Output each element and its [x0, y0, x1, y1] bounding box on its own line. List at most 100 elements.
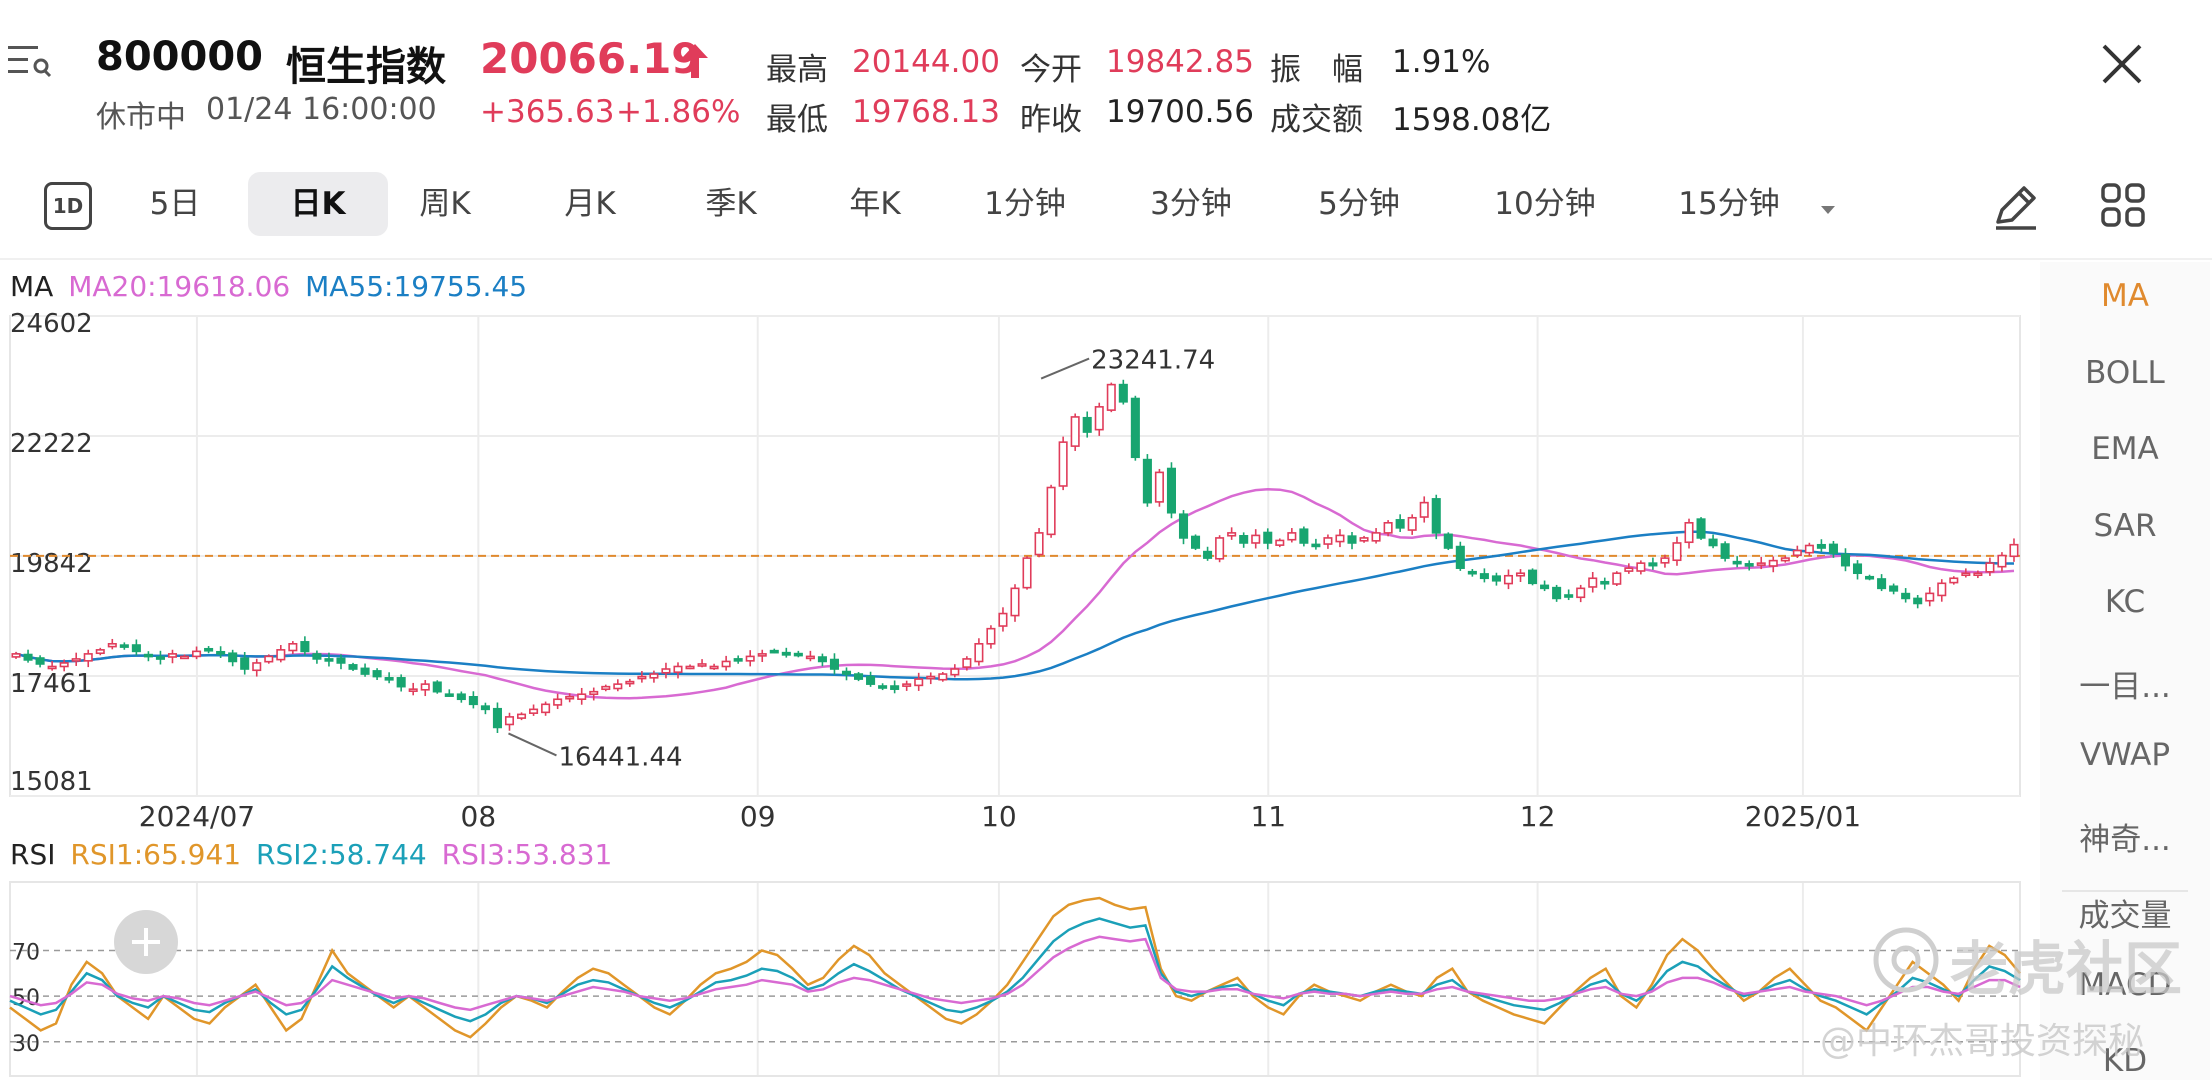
candle-body	[1455, 545, 1465, 569]
candle-body	[1154, 471, 1164, 503]
market-status: 休市中	[96, 100, 186, 135]
tab-period[interactable]: 日K	[248, 172, 388, 236]
indicator-item[interactable]: KD	[2102, 1043, 2148, 1079]
candle-body	[1082, 416, 1092, 433]
candle-body	[1227, 532, 1237, 537]
candle-body	[516, 713, 527, 719]
grid-icon[interactable]	[2100, 182, 2146, 228]
tab-period[interactable]: 月K	[564, 186, 616, 222]
candle-body	[252, 662, 262, 672]
rsi-series-line	[9, 917, 2021, 1023]
tab-period[interactable]: 周K	[419, 186, 471, 222]
tab-period[interactable]: 5日	[149, 186, 201, 222]
candle-body	[1780, 557, 1790, 562]
indicator-item[interactable]: KC	[2104, 584, 2146, 620]
indicator-item[interactable]: 成交量	[2078, 898, 2172, 934]
candle-body	[204, 647, 214, 652]
candle-body	[1913, 597, 1923, 605]
tab-period[interactable]: 年K	[849, 186, 901, 222]
candle-body	[1696, 518, 1706, 539]
tab-period[interactable]: 1分钟	[984, 186, 1066, 222]
candle-body	[1985, 562, 1995, 573]
candle-body	[673, 665, 683, 673]
candle-body	[1540, 584, 1550, 590]
candle-body	[1431, 498, 1441, 534]
candle-body	[781, 651, 791, 656]
candle-body	[769, 649, 779, 654]
candle-body	[1010, 587, 1020, 617]
close-icon[interactable]	[2100, 42, 2144, 86]
candle-body	[2009, 543, 2019, 558]
candle-body	[228, 652, 238, 663]
candle-body	[408, 688, 418, 692]
tab-period[interactable]: 5分钟	[1318, 186, 1400, 222]
candle-body	[685, 665, 695, 670]
plus-icon	[132, 928, 160, 956]
x-tick-label: 09	[740, 800, 776, 833]
candle-body	[1925, 592, 1935, 602]
annotation-leader	[1040, 357, 1090, 380]
indicator-item[interactable]: SAR	[2093, 507, 2157, 544]
candle-body	[155, 656, 165, 660]
indicator-sidebar: MA BOLL EMA SAR KC 一目... VWAP 神奇... 成交量 MACD KD	[2040, 262, 2210, 1080]
candle-body	[312, 653, 322, 660]
period-mode-icon[interactable]: 1D	[44, 182, 92, 230]
candle-body	[179, 655, 190, 660]
candle-body	[1576, 587, 1586, 599]
rsi1-value: RSI1:65.941	[70, 838, 242, 871]
candle-body	[1094, 406, 1104, 431]
candle-body	[1889, 585, 1899, 592]
zoom-button[interactable]	[114, 910, 178, 974]
candle-body	[167, 653, 178, 658]
candle-body	[1588, 577, 1598, 588]
tab-period[interactable]: 15分钟	[1678, 186, 1780, 222]
candle-body	[709, 665, 719, 670]
tiger-logo-icon	[1873, 927, 1939, 993]
chevron-down-icon[interactable]	[1818, 204, 1838, 216]
candle-body	[1118, 383, 1128, 403]
indicator-item[interactable]: EMA	[2091, 431, 2159, 467]
candle-body	[1347, 535, 1357, 544]
stat-label: 最高	[766, 52, 828, 88]
indicator-item[interactable]: VWAP	[2079, 737, 2171, 773]
ma20-value: MA20:19618.06	[68, 270, 291, 303]
candle-body	[1660, 557, 1670, 564]
annotation-low-label: 16441.44	[558, 742, 682, 772]
candle-body	[1419, 501, 1429, 518]
candle-body	[649, 673, 659, 679]
indicator-item[interactable]: 神奇...	[2079, 821, 2171, 858]
candle-body	[1708, 538, 1718, 547]
pencil-icon[interactable]	[1990, 182, 2040, 232]
candle-body	[11, 653, 21, 658]
menu-search-icon[interactable]	[8, 44, 52, 80]
candle-body	[1515, 572, 1526, 577]
candle-body	[745, 655, 755, 662]
indicator-item[interactable]: 一目...	[2079, 668, 2171, 705]
tab-period[interactable]: 10分钟	[1494, 186, 1596, 222]
stat-label: 成交额	[1270, 102, 1363, 138]
period-tabs: 1D 5日 日K 周K 月K 季K 年K 1分钟 3分钟 5分钟 10分钟 15分钟	[0, 160, 2212, 250]
candle-body	[288, 642, 298, 652]
indicator-item[interactable]: MA	[2101, 278, 2149, 314]
candle-body	[1467, 570, 1477, 575]
candle-body	[962, 658, 972, 668]
tab-period[interactable]: 季K	[705, 186, 757, 222]
candle-body	[565, 695, 575, 700]
chart-area[interactable]: 24602 22222 19842 17461 15081 2024/07 08 09 10 11…	[0, 0, 2040, 1080]
candle-body	[926, 675, 936, 680]
candle-body	[601, 685, 611, 691]
candle-body	[974, 642, 984, 663]
price-change-pct: +1.86%	[616, 94, 741, 130]
candle-body	[1997, 554, 2007, 568]
candle-body	[1804, 544, 1814, 554]
rsi-legend: RSI RSI1:65.941 RSI2:58.744 RSI3:53.831	[10, 838, 612, 871]
arrow-up-icon	[682, 44, 708, 78]
candle-body	[83, 653, 93, 662]
indicator-item[interactable]: BOLL	[2085, 354, 2165, 391]
candle-body	[1961, 572, 1971, 577]
indicator-item[interactable]: MACD	[2078, 966, 2172, 1003]
y-tick-label: 24602	[10, 309, 93, 339]
tab-period[interactable]: 3分钟	[1150, 186, 1232, 222]
candle-body	[1275, 539, 1285, 546]
candle-body	[986, 627, 996, 645]
